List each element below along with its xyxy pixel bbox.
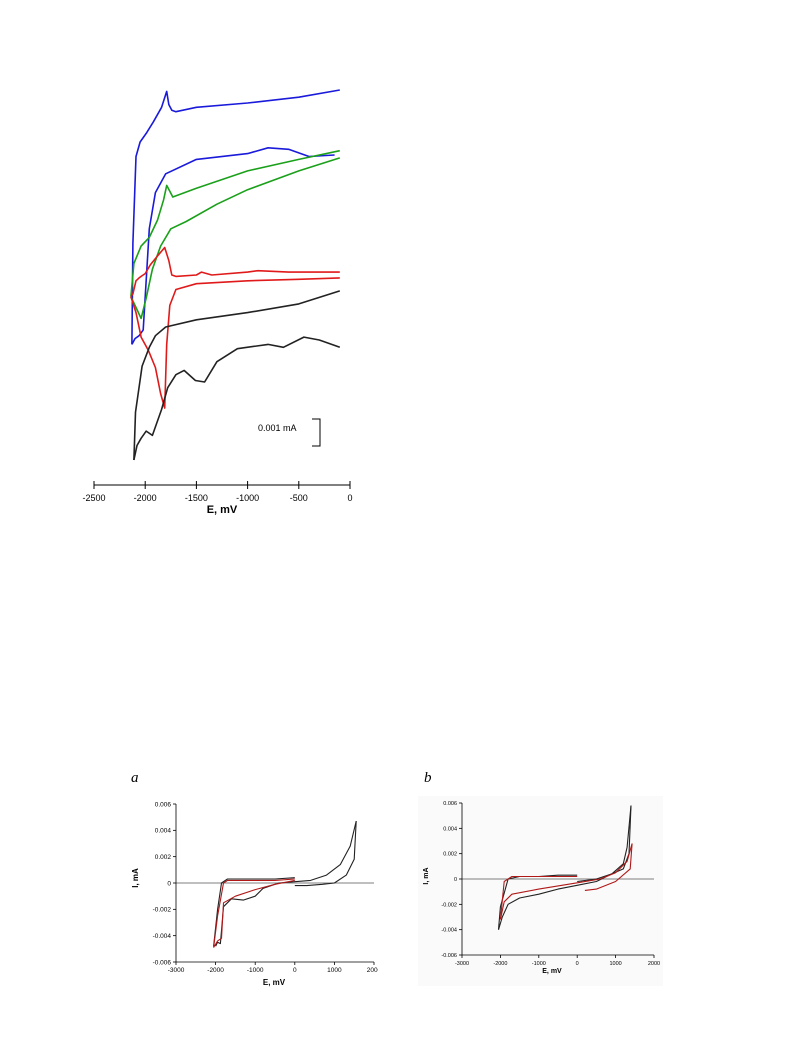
cv-curve-4 — [213, 879, 295, 948]
top-x-tick-label: -1500 — [185, 493, 208, 503]
y-tick-label: -0.006 — [153, 959, 172, 966]
panel-b-plot: -3000 -2000 -1000 0 1000 2000 -0.006 -0.004 -0.0… — [441, 801, 660, 967]
x-tick-label: -3000 — [168, 967, 185, 974]
top-curve-6 — [130, 277, 340, 409]
top-x-tick-label: -1000 — [236, 493, 259, 503]
panel-a-x-axis-label: E, mV — [263, 978, 286, 987]
top-curves — [130, 89, 341, 461]
panel-a-chart: -3000 -2000 -1000 0 1000 2000 -0.006 -0.004 -0.0… — [131, 801, 378, 987]
top-curve-3 — [130, 149, 340, 297]
x-tick-label: 0 — [576, 961, 579, 967]
cv-curve-1 — [215, 820, 357, 947]
cv-curve-2 — [294, 821, 357, 887]
top-curve-1 — [131, 89, 340, 345]
scale-bar-label: 0.001 mA — [258, 423, 297, 433]
cv-curve-5 — [213, 878, 295, 948]
top-curve-2 — [131, 147, 335, 345]
x-tick-label: -3000 — [455, 961, 469, 967]
panel-a-letter: a — [131, 770, 139, 786]
top-x-tick-label: -2500 — [82, 493, 105, 503]
y-tick-label: -0.002 — [153, 907, 172, 914]
top-curve-8 — [133, 336, 341, 461]
y-tick-label: 0 — [454, 877, 457, 883]
y-tick-label: 0.002 — [443, 852, 457, 858]
y-tick-label: 0.004 — [443, 826, 457, 832]
x-tick-label: -2000 — [493, 961, 507, 967]
scale-bar-bracket — [312, 418, 321, 447]
x-tick-label: 2000 — [367, 967, 378, 974]
cv-curve-5 — [584, 843, 633, 891]
y-tick-label: -0.004 — [153, 933, 172, 940]
panel-b-x-axis-label: E, mV — [542, 968, 562, 975]
top-curve-4 — [130, 157, 341, 320]
top-x-tick-label: 0 — [347, 493, 352, 503]
panel-b-background — [418, 796, 663, 986]
panel-a-y-axis-label: I, mA — [131, 868, 140, 888]
y-tick-label: 0.006 — [155, 801, 172, 808]
stacked-voltammograms-chart: 0.001 mA -2500 -2000 -1500 -1000 -500 0 E, mV — [82, 89, 353, 516]
panel-b-chart: -3000 -2000 -1000 0 1000 2000 -0.006 -0.004 -0.0… — [418, 796, 663, 986]
y-tick-label: -0.002 — [441, 902, 457, 908]
top-x-tick-label: -500 — [290, 493, 308, 503]
y-tick-label: -0.006 — [441, 953, 457, 959]
y-tick-label: 0.004 — [155, 828, 172, 835]
y-tick-label: 0.002 — [155, 854, 172, 861]
x-tick-label: -1000 — [532, 961, 546, 967]
x-tick-label: 2000 — [648, 961, 660, 967]
cv-curve-4 — [499, 843, 633, 920]
cv-curve-6 — [499, 875, 578, 920]
panel-b-letter: b — [424, 770, 432, 786]
top-curve-5 — [130, 246, 340, 298]
top-x-axis-label: E, mV — [207, 504, 238, 516]
top-x-axis: -2500 -2000 -1500 -1000 -500 0 — [82, 481, 353, 503]
x-tick-label: -1000 — [247, 967, 264, 974]
x-tick-label: 1000 — [327, 967, 342, 974]
y-tick-label: -0.004 — [441, 928, 457, 934]
cv-curve-1 — [497, 805, 632, 930]
x-tick-label: 0 — [293, 967, 297, 974]
y-tick-label: 0 — [167, 880, 171, 887]
top-x-tick-label: -2000 — [134, 493, 157, 503]
scale-bar: 0.001 mA — [258, 418, 321, 447]
top-curve-7 — [133, 290, 341, 461]
panel-b-y-axis-label: I, mA — [423, 867, 430, 884]
x-tick-label: -2000 — [207, 967, 224, 974]
x-tick-label: 1000 — [609, 961, 621, 967]
cv-curve-3 — [213, 877, 295, 947]
y-tick-label: 0.006 — [443, 801, 457, 807]
panel-a-plot: -3000 -2000 -1000 0 1000 2000 -0.006 -0.004 -0.0… — [153, 801, 378, 974]
